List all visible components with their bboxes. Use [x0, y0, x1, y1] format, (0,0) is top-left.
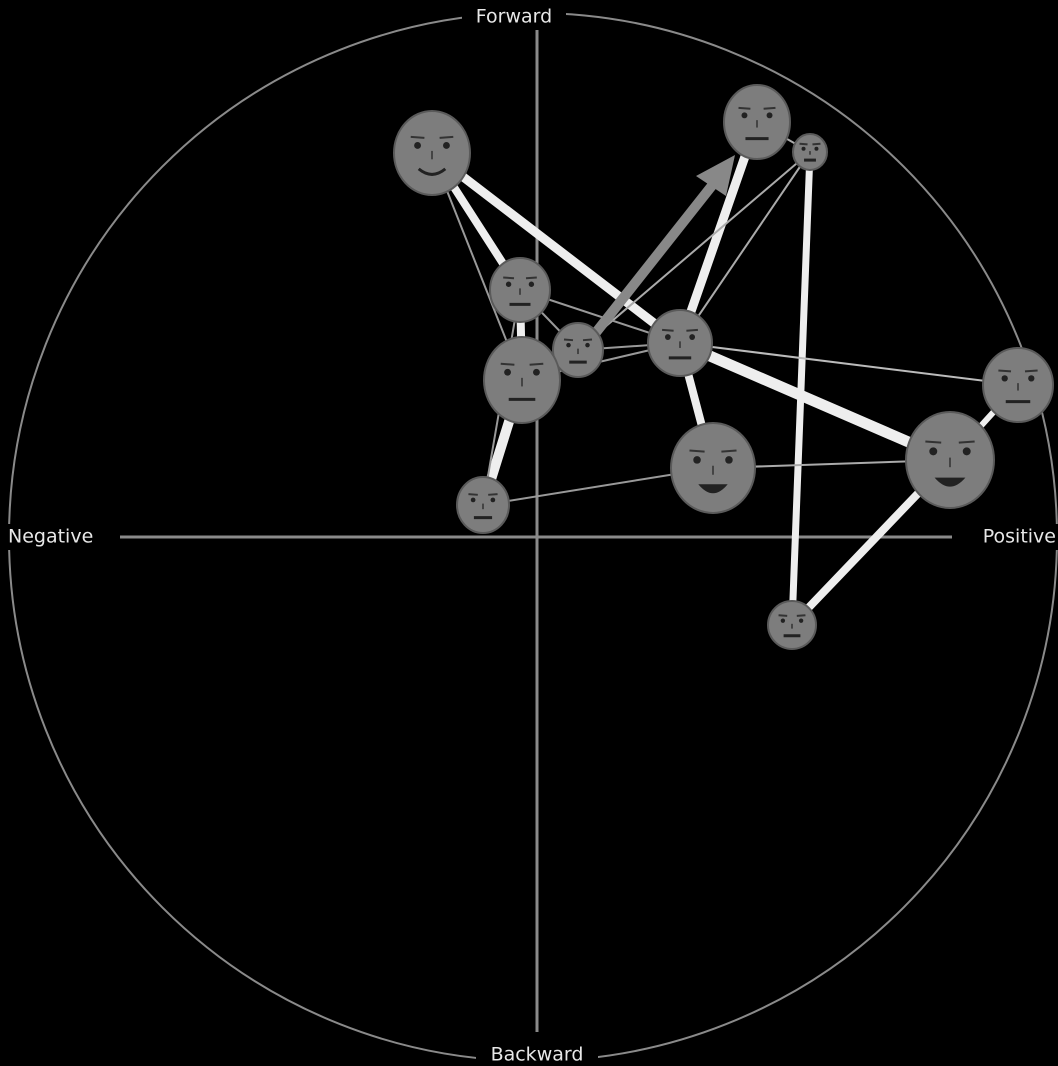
face	[724, 85, 790, 159]
face-eye	[471, 498, 476, 503]
face	[394, 111, 470, 195]
face-eye	[506, 282, 511, 287]
face-brow	[501, 364, 515, 365]
face	[648, 310, 712, 376]
face	[457, 477, 509, 533]
face-eye	[963, 447, 971, 455]
face-eye	[1002, 375, 1008, 381]
face	[671, 423, 755, 513]
face-brow	[925, 441, 941, 442]
negative-label: Negative	[8, 526, 93, 548]
face	[490, 258, 550, 322]
face-eye	[491, 498, 496, 503]
face	[768, 601, 816, 649]
face-eye	[693, 456, 701, 464]
face-brow	[1025, 370, 1038, 371]
face-eye	[585, 343, 590, 348]
face-eye	[767, 112, 773, 118]
face-brow	[739, 108, 751, 109]
face-eye	[566, 343, 571, 348]
face-eye	[929, 447, 937, 455]
face-eye	[1028, 375, 1034, 381]
face-brow	[526, 277, 537, 278]
face	[983, 348, 1053, 422]
face-eye	[802, 147, 806, 151]
forward-label: Forward	[476, 6, 552, 28]
emotion-map: Forward Backward Negative Positive	[0, 0, 1058, 1066]
positive-label: Positive	[983, 526, 1056, 548]
face-eye	[414, 142, 421, 149]
face-brow	[530, 364, 544, 365]
face-eye	[504, 369, 511, 376]
face-brow	[721, 450, 736, 451]
face-eye	[689, 334, 695, 340]
face-brow	[440, 137, 454, 138]
face-eye	[665, 334, 671, 340]
face	[553, 323, 603, 377]
face-eye	[529, 282, 534, 287]
face-brow	[411, 137, 425, 138]
face-brow	[812, 144, 820, 145]
face-brow	[998, 370, 1011, 371]
face-brow	[689, 450, 704, 451]
face-brow	[662, 330, 674, 331]
face-brow	[800, 144, 808, 145]
face-brow	[959, 441, 975, 442]
face	[484, 337, 560, 423]
face	[793, 134, 827, 170]
face	[906, 412, 994, 508]
face-brow	[686, 330, 698, 331]
face-eye	[725, 456, 733, 464]
face-eye	[799, 619, 803, 623]
page: Forward Backward Negative Positive (() =…	[0, 0, 1058, 1066]
face-brow	[583, 340, 592, 341]
face-brow	[779, 615, 788, 616]
face-eye	[443, 142, 450, 149]
face-eye	[533, 369, 540, 376]
backward-label: Backward	[491, 1044, 584, 1066]
background	[0, 0, 1058, 1066]
face-eye	[781, 619, 785, 623]
face-brow	[764, 108, 776, 109]
face-brow	[564, 340, 573, 341]
face-eye	[741, 112, 747, 118]
face-brow	[503, 277, 514, 278]
face-brow	[468, 494, 477, 495]
face-brow	[488, 494, 497, 495]
face-brow	[797, 615, 806, 616]
face-eye	[814, 147, 818, 151]
